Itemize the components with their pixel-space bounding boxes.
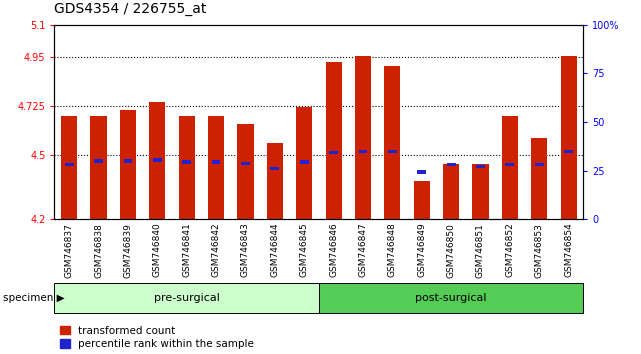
Text: GSM746849: GSM746849: [417, 223, 426, 278]
Bar: [65, 162, 74, 166]
Bar: [208, 116, 224, 219]
Text: specimen ▶: specimen ▶: [3, 293, 65, 303]
Bar: [120, 110, 136, 219]
Bar: [153, 158, 162, 162]
Text: GSM746842: GSM746842: [212, 223, 221, 277]
Bar: [212, 160, 221, 164]
Bar: [355, 56, 371, 219]
Bar: [388, 150, 397, 153]
Bar: [61, 116, 78, 219]
Bar: [271, 167, 279, 170]
Text: GSM746838: GSM746838: [94, 223, 103, 278]
Text: GSM746840: GSM746840: [153, 223, 162, 278]
Text: GDS4354 / 226755_at: GDS4354 / 226755_at: [54, 2, 207, 16]
Bar: [296, 107, 312, 219]
Bar: [329, 151, 338, 154]
Text: GSM746841: GSM746841: [182, 223, 191, 278]
Text: GSM746839: GSM746839: [124, 223, 133, 278]
Bar: [267, 143, 283, 219]
Bar: [564, 150, 573, 153]
Bar: [237, 124, 254, 219]
Bar: [241, 161, 250, 165]
Text: GSM746853: GSM746853: [535, 223, 544, 278]
Text: GSM746843: GSM746843: [241, 223, 250, 278]
Bar: [535, 162, 544, 166]
Legend: transformed count, percentile rank within the sample: transformed count, percentile rank withi…: [60, 326, 254, 349]
Bar: [417, 170, 426, 173]
Text: GSM746851: GSM746851: [476, 223, 485, 278]
Bar: [326, 62, 342, 219]
Text: GSM746847: GSM746847: [358, 223, 367, 278]
Bar: [54, 283, 319, 313]
Text: GSM746837: GSM746837: [65, 223, 74, 278]
Bar: [560, 56, 577, 219]
Bar: [384, 66, 401, 219]
Text: GSM746845: GSM746845: [300, 223, 309, 278]
Bar: [300, 160, 308, 164]
Text: GSM746844: GSM746844: [271, 223, 279, 277]
Text: GSM746852: GSM746852: [505, 223, 514, 278]
Text: GSM746854: GSM746854: [564, 223, 573, 278]
Text: GSM746850: GSM746850: [447, 223, 456, 278]
Bar: [531, 138, 547, 219]
Bar: [472, 164, 488, 219]
Bar: [149, 102, 165, 219]
Bar: [182, 160, 191, 164]
Bar: [319, 283, 583, 313]
Text: post-surgical: post-surgical: [415, 293, 487, 303]
Text: GSM746848: GSM746848: [388, 223, 397, 278]
Bar: [447, 162, 456, 166]
Bar: [413, 181, 430, 219]
Bar: [90, 116, 106, 219]
Bar: [506, 162, 514, 166]
Bar: [124, 159, 132, 163]
Bar: [476, 165, 485, 168]
Text: GSM746846: GSM746846: [329, 223, 338, 278]
Bar: [502, 116, 518, 219]
Bar: [358, 150, 367, 153]
Bar: [179, 116, 195, 219]
Bar: [94, 159, 103, 163]
Bar: [443, 164, 459, 219]
Text: pre-surgical: pre-surgical: [154, 293, 220, 303]
